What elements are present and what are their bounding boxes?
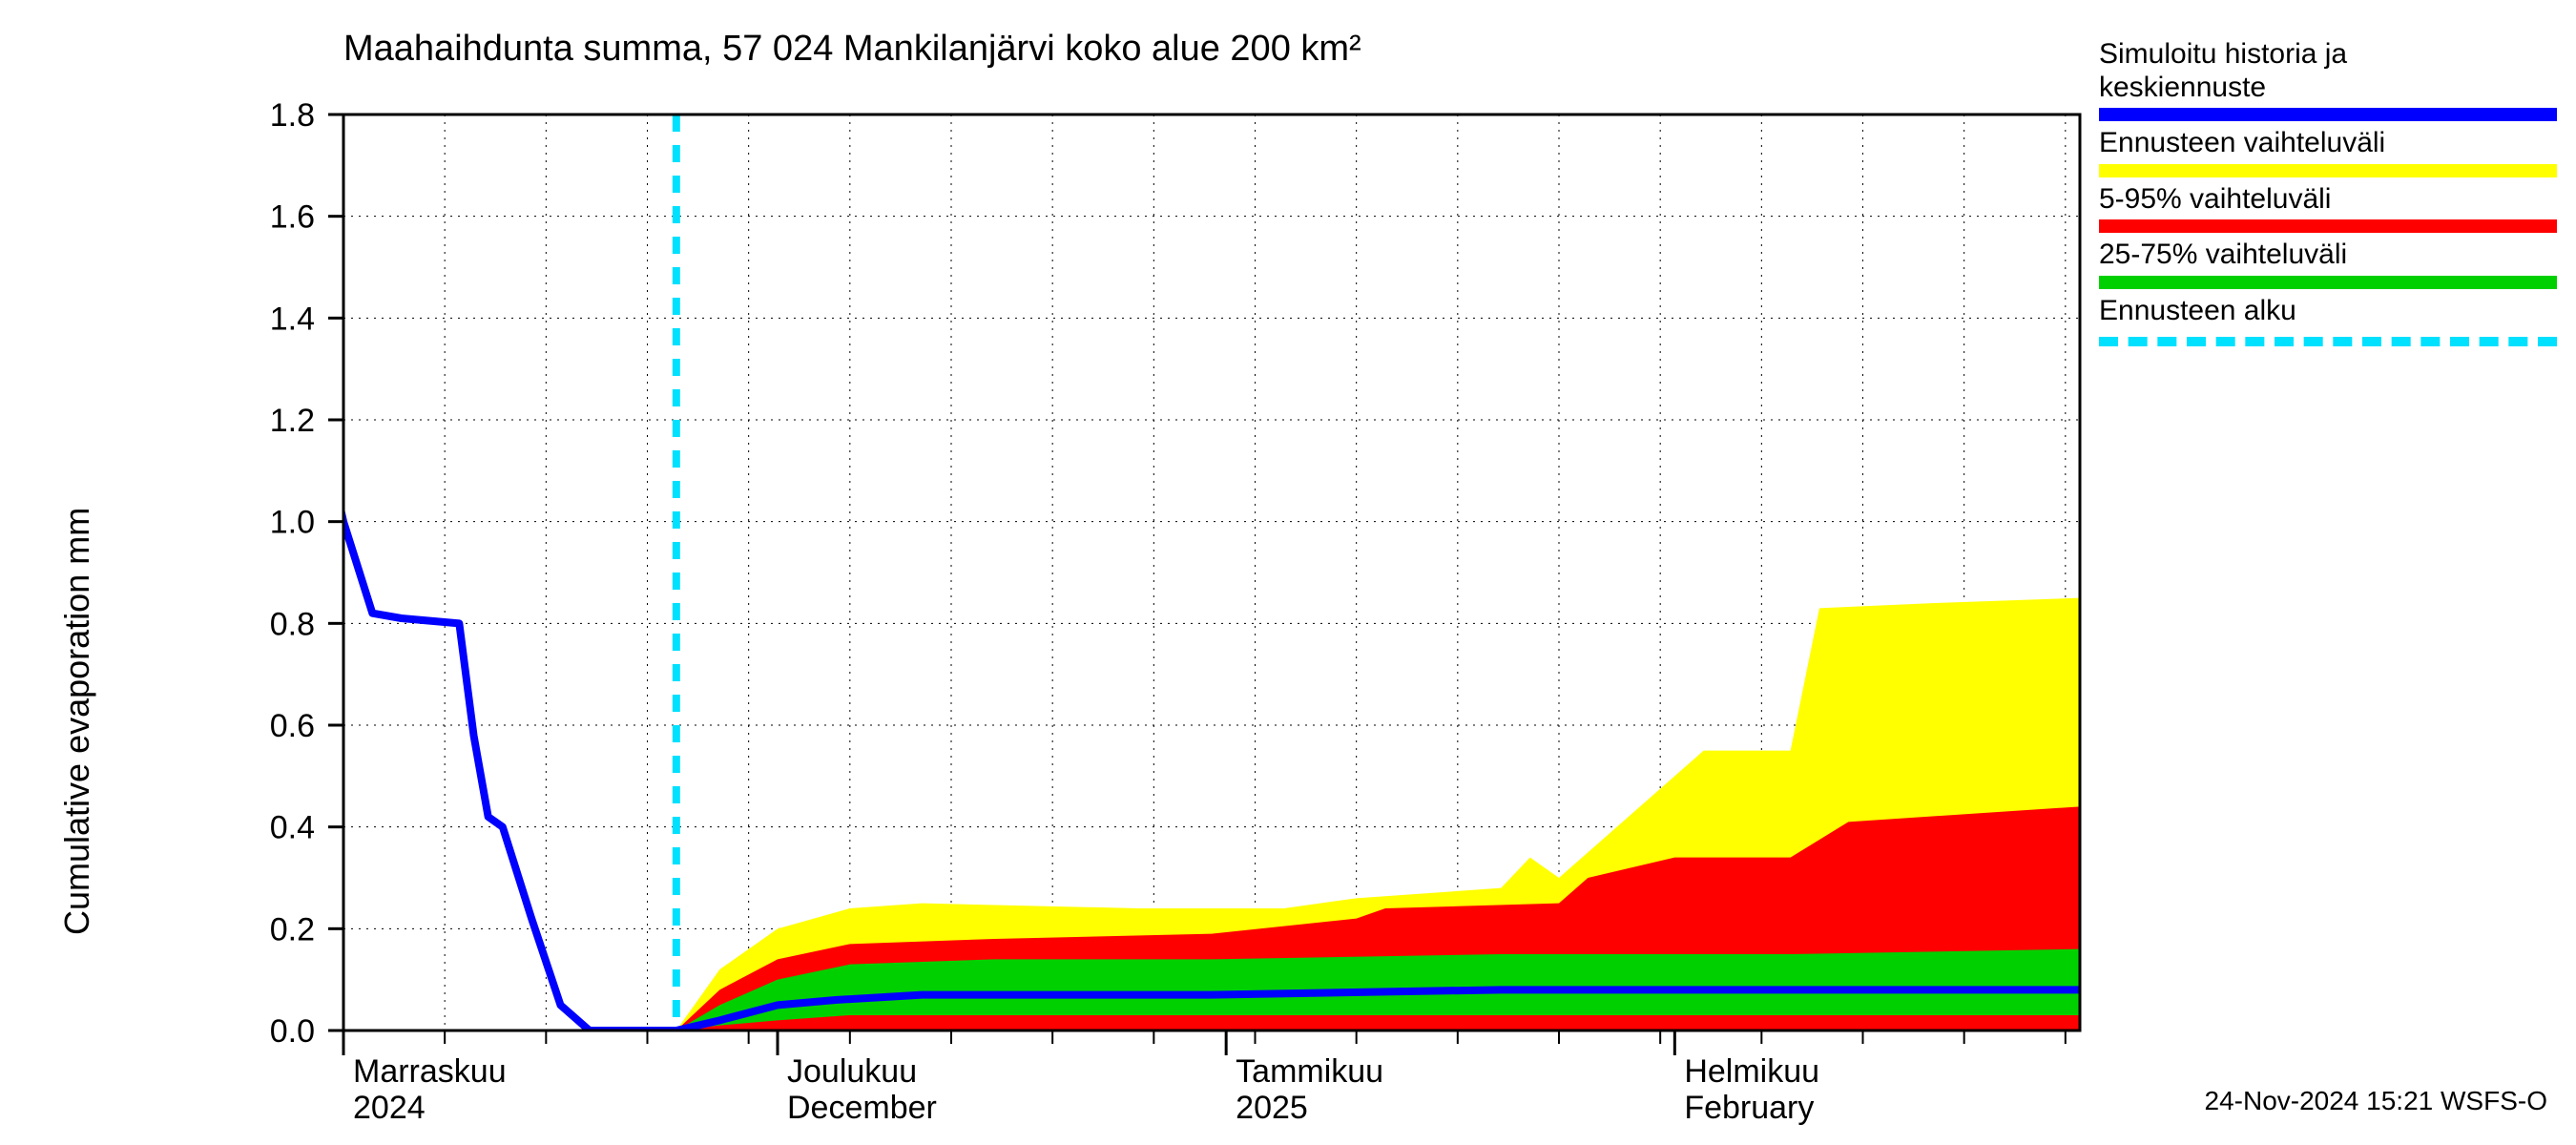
legend-swatch <box>2099 276 2557 289</box>
y-tick-label: 1.4 <box>270 301 315 337</box>
x-tick-label: Joulukuu <box>787 1053 917 1090</box>
y-tick-label: 1.6 <box>270 199 315 236</box>
legend-label: 25-75% vaihteluväli <box>2099 239 2557 272</box>
legend-swatch <box>2099 219 2557 233</box>
forecast-bands <box>676 598 2080 1030</box>
x-tick-label: Tammikuu <box>1236 1053 1383 1090</box>
x-tick-label: February <box>1684 1090 1814 1126</box>
x-tick-label: 2024 <box>353 1090 426 1126</box>
legend: Simuloitu historia jakeskiennuste Ennuste… <box>2099 38 2557 352</box>
x-tick-label: Marraskuu <box>353 1053 507 1090</box>
legend-swatch <box>2099 164 2557 177</box>
x-tick-label: 2025 <box>1236 1090 1308 1126</box>
x-tick-label: Helmikuu <box>1684 1053 1819 1090</box>
legend-swatch <box>2099 337 2557 346</box>
legend-label: Ennusteen vaihteluväli <box>2099 127 2557 160</box>
y-tick-label: 1.0 <box>270 505 315 541</box>
y-tick-label: 1.8 <box>270 97 315 134</box>
y-tick-label: 0.8 <box>270 606 315 642</box>
legend-label: 5-95% vaihteluväli <box>2099 183 2557 217</box>
legend-label: Simuloitu historia ja <box>2099 38 2557 72</box>
x-tick-label: December <box>787 1090 937 1126</box>
y-tick-label: 0.4 <box>270 810 315 846</box>
legend-label: keskiennuste <box>2099 72 2557 105</box>
chart-footer-timestamp: 24-Nov-2024 15:21 WSFS-O <box>2205 1086 2548 1116</box>
y-tick-label: 1.2 <box>270 403 315 439</box>
legend-label: Ennusteen alku <box>2099 295 2557 328</box>
legend-swatch <box>2099 108 2557 121</box>
y-tick-label: 0.6 <box>270 708 315 744</box>
legend-entry: Simuloitu historia jakeskiennuste <box>2099 38 2557 121</box>
legend-entry: Ennusteen alku <box>2099 295 2557 347</box>
legend-entry: 25-75% vaihteluväli <box>2099 239 2557 289</box>
y-tick-label: 0.0 <box>270 1013 315 1050</box>
legend-entry: Ennusteen vaihteluväli <box>2099 127 2557 177</box>
y-tick-label: 0.2 <box>270 911 315 947</box>
chart-container: Maahaihdunta summa, 57 024 Mankilanjärvi… <box>0 0 2576 1145</box>
legend-entry: 5-95% vaihteluväli <box>2099 183 2557 234</box>
